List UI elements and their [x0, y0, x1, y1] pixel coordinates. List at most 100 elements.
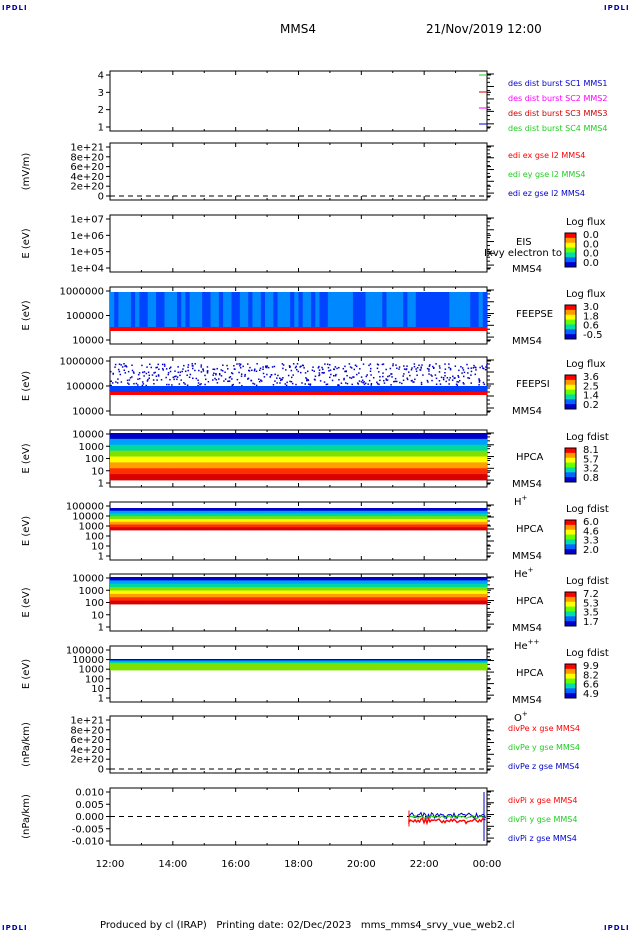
colorbar-frame [564, 232, 577, 268]
data-dot [181, 370, 183, 373]
spectrogram-cell [231, 661, 237, 664]
spectrogram-cell [181, 527, 186, 531]
spectrogram-cell [382, 508, 387, 512]
spectrogram-cell [218, 462, 224, 469]
spectrogram-cell [122, 292, 128, 327]
spectrogram-cell [440, 508, 446, 512]
data-dot [363, 383, 366, 386]
spectrogram-cell [361, 386, 366, 392]
spectrogram-cell [394, 292, 400, 327]
spectrogram-cell [281, 450, 287, 457]
spectrogram-cell [264, 521, 270, 525]
spectrogram-cell [474, 474, 480, 481]
spectrogram-cell [214, 590, 220, 595]
data-dot [137, 378, 139, 380]
spectrogram-cell [445, 508, 450, 512]
spectrogram-cell [332, 513, 337, 517]
spectrogram-cell [235, 580, 241, 585]
spectrogram-cell [378, 433, 383, 440]
spectrogram-cell [185, 590, 190, 595]
spectrogram-cell [193, 583, 199, 588]
spectrogram-cell [210, 438, 216, 446]
spectrogram-cell [130, 667, 136, 670]
spectrogram-cell [172, 667, 178, 670]
data-dot [183, 364, 185, 367]
spectrogram-cell [110, 510, 115, 514]
spectrogram-cell [122, 668, 128, 671]
data-dot [311, 369, 314, 372]
spectrogram-cell [206, 510, 211, 514]
spectrogram-cell [432, 668, 438, 671]
spectrogram-cell [348, 577, 354, 581]
spectrogram-cell [273, 668, 278, 671]
spectrogram-cell [252, 587, 258, 591]
spectrogram-cell [386, 597, 392, 602]
spectrogram-cell [151, 660, 157, 663]
data-dot [442, 378, 445, 381]
spectrogram-cell [298, 474, 304, 481]
colorbar-swatch [565, 673, 576, 680]
spectrogram-cell [177, 667, 182, 670]
spectrogram-cell [361, 438, 366, 446]
spectrogram-cell [323, 590, 329, 595]
spectrogram-cell [445, 600, 450, 605]
spectrogram-cell [453, 659, 459, 661]
spectrogram-cell [269, 664, 274, 667]
spectrogram-cell [185, 664, 190, 667]
spectrogram-cell [482, 513, 488, 517]
spectrogram-cell [323, 519, 329, 523]
spectrogram-cell [273, 665, 278, 668]
spectrogram-cell [369, 577, 375, 581]
spectrogram-cell [466, 474, 471, 481]
spectrogram-cell [336, 521, 341, 525]
spectrogram-cell [235, 667, 241, 670]
data-dot [370, 382, 373, 385]
spectrogram-cell [193, 597, 199, 602]
data-dot [116, 382, 119, 384]
spectrogram-cell [248, 456, 253, 463]
spectrogram-cell [189, 468, 195, 475]
spectrogram-cell [378, 524, 383, 528]
colorbar-swatch [565, 596, 576, 603]
spectrogram-cell [453, 433, 459, 440]
spectrogram-cell [227, 386, 232, 392]
spectrogram-cell [193, 462, 199, 469]
spectrogram-cell [218, 292, 224, 327]
spectrogram-cell [340, 600, 345, 605]
data-dot [228, 380, 230, 383]
data-dot [262, 368, 264, 371]
spectrogram-cell [248, 590, 253, 595]
data-dot [322, 372, 325, 374]
data-dot [248, 370, 251, 372]
spectrogram-cell [239, 665, 245, 668]
colorbar-swatch [565, 237, 576, 244]
data-dot [274, 380, 276, 382]
spectrogram-cell [411, 521, 417, 525]
spectrogram-cell [344, 577, 350, 581]
spectrogram-cell [403, 667, 408, 670]
spectrogram-cell [470, 600, 475, 605]
spectrogram-cell [223, 392, 228, 395]
y-tick-label: 1e+05 [70, 247, 104, 258]
spectrogram-cell [445, 667, 450, 670]
spectrogram-cell [135, 327, 140, 331]
spectrogram-cell [474, 587, 480, 591]
spectrogram-cell [281, 433, 287, 440]
spectrogram-cell [273, 667, 278, 670]
spectrogram-cell [361, 524, 366, 528]
spectrogram-cell [177, 433, 182, 440]
spectrogram-cell [135, 593, 140, 598]
spectrogram-cell [281, 527, 287, 531]
spectrogram-cell [478, 327, 484, 331]
data-dot [259, 367, 262, 370]
spectrogram-cell [428, 668, 433, 671]
data-dot [183, 382, 185, 384]
data-dot [273, 365, 276, 368]
spectrogram-cell [235, 664, 241, 667]
spectrogram-cell [181, 450, 186, 457]
spectrogram-cell [185, 600, 190, 605]
spectrogram-cell [336, 587, 341, 591]
spectrogram-cell [449, 292, 454, 327]
spectrogram-cell [135, 508, 140, 512]
data-dot [334, 374, 337, 377]
